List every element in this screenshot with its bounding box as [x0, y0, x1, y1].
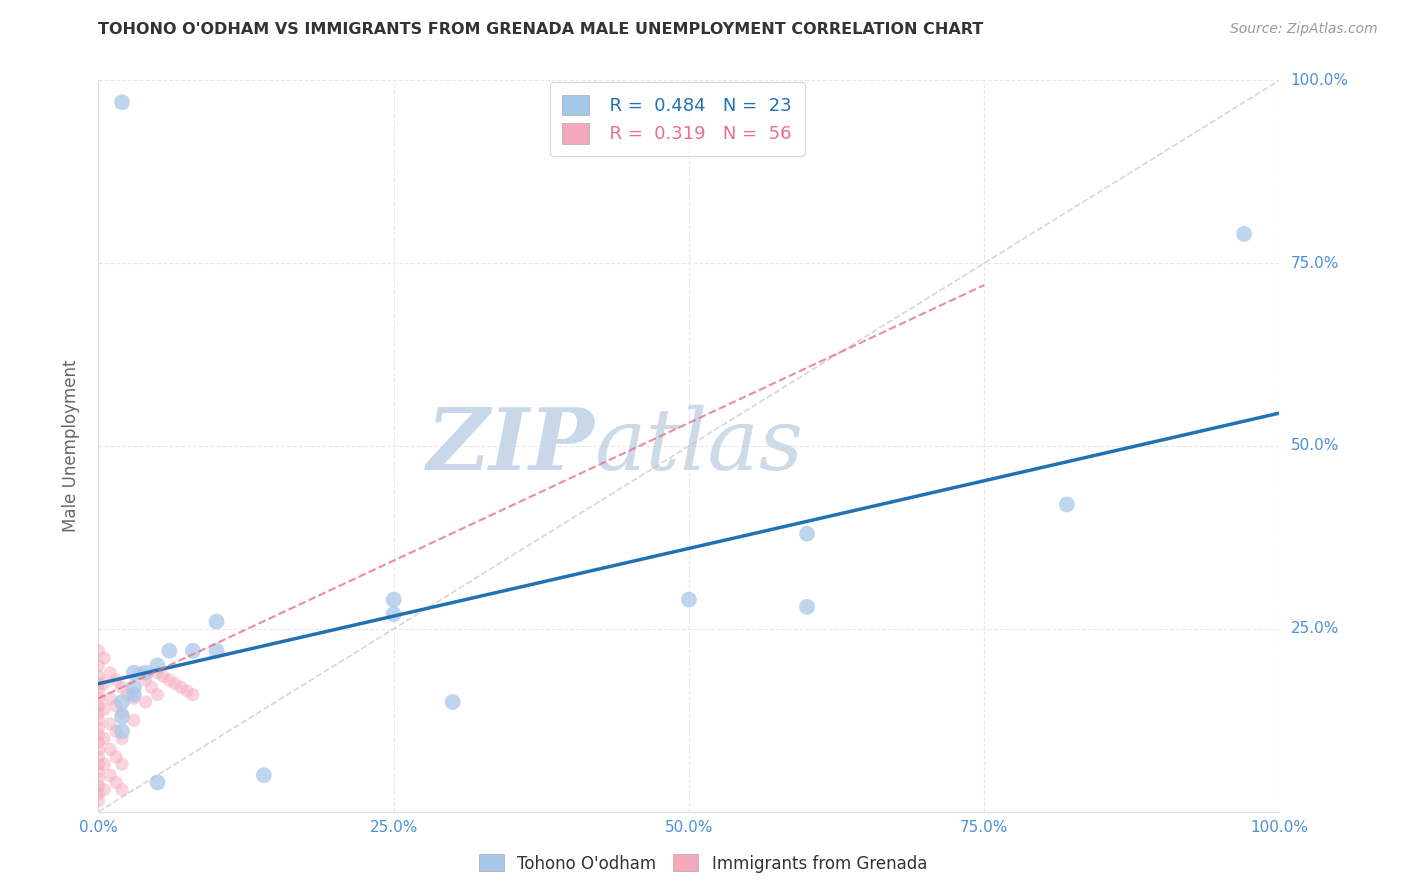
- Point: [122, 714, 145, 728]
- Point: [111, 681, 134, 695]
- Point: [181, 644, 204, 658]
- Point: [98, 665, 121, 680]
- Point: [87, 749, 110, 764]
- Point: [87, 698, 110, 713]
- Point: [87, 669, 110, 683]
- Point: [796, 599, 818, 614]
- Point: [87, 644, 110, 658]
- Point: [382, 607, 405, 622]
- Point: [253, 768, 276, 782]
- Point: [87, 772, 110, 786]
- Point: [205, 615, 228, 629]
- Point: [87, 794, 110, 808]
- Legend: Tohono O'odham, Immigrants from Grenada: Tohono O'odham, Immigrants from Grenada: [472, 847, 934, 880]
- Point: [87, 714, 110, 728]
- Point: [105, 775, 128, 789]
- Point: [87, 764, 110, 779]
- Point: [157, 644, 180, 658]
- Text: Source: ZipAtlas.com: Source: ZipAtlas.com: [1230, 22, 1378, 37]
- Point: [87, 742, 110, 756]
- Text: 50.0%: 50.0%: [1291, 439, 1339, 453]
- Point: [678, 592, 700, 607]
- Text: 75.0%: 75.0%: [1291, 256, 1339, 270]
- Point: [796, 526, 818, 541]
- Point: [165, 676, 187, 690]
- Point: [98, 768, 121, 782]
- Point: [146, 658, 169, 673]
- Point: [87, 735, 110, 749]
- Point: [122, 665, 145, 680]
- Point: [1233, 227, 1256, 241]
- Point: [111, 731, 134, 746]
- Point: [87, 787, 110, 801]
- Point: [111, 782, 134, 797]
- Point: [111, 695, 134, 709]
- Point: [152, 669, 174, 683]
- Point: [98, 742, 121, 756]
- Text: atlas: atlas: [595, 405, 804, 487]
- Point: [135, 665, 157, 680]
- Point: [176, 684, 198, 698]
- Point: [382, 592, 405, 607]
- Text: TOHONO O'ODHAM VS IMMIGRANTS FROM GRENADA MALE UNEMPLOYMENT CORRELATION CHART: TOHONO O'ODHAM VS IMMIGRANTS FROM GRENAD…: [98, 22, 984, 37]
- Point: [105, 698, 128, 713]
- Point: [105, 749, 128, 764]
- Point: [87, 676, 110, 690]
- Point: [87, 721, 110, 735]
- Point: [98, 691, 121, 706]
- Point: [117, 688, 139, 702]
- Point: [122, 681, 145, 695]
- Point: [87, 779, 110, 793]
- Point: [205, 644, 228, 658]
- Point: [87, 706, 110, 720]
- Point: [87, 757, 110, 772]
- Point: [122, 688, 145, 702]
- Text: 25.0%: 25.0%: [1291, 622, 1339, 636]
- Point: [93, 676, 115, 690]
- Point: [93, 782, 115, 797]
- Point: [146, 688, 169, 702]
- Point: [93, 702, 115, 716]
- Point: [128, 665, 150, 680]
- Point: [87, 691, 110, 706]
- Text: 100.0%: 100.0%: [1291, 73, 1348, 87]
- Point: [122, 691, 145, 706]
- Point: [111, 757, 134, 772]
- Point: [111, 706, 134, 720]
- Point: [111, 709, 134, 723]
- Point: [105, 673, 128, 687]
- Point: [141, 681, 163, 695]
- Point: [146, 775, 169, 789]
- Point: [146, 665, 169, 680]
- Y-axis label: Male Unemployment: Male Unemployment: [62, 359, 80, 533]
- Point: [87, 728, 110, 742]
- Legend:   R =  0.484   N =  23,   R =  0.319   N =  56: R = 0.484 N = 23, R = 0.319 N = 56: [550, 82, 804, 156]
- Point: [111, 95, 134, 110]
- Point: [87, 684, 110, 698]
- Point: [135, 695, 157, 709]
- Point: [93, 757, 115, 772]
- Text: ZIP: ZIP: [426, 404, 595, 488]
- Point: [170, 681, 193, 695]
- Point: [181, 688, 204, 702]
- Point: [87, 658, 110, 673]
- Point: [98, 717, 121, 731]
- Point: [93, 651, 115, 665]
- Point: [441, 695, 464, 709]
- Point: [93, 731, 115, 746]
- Point: [105, 724, 128, 739]
- Point: [135, 673, 157, 687]
- Point: [157, 673, 180, 687]
- Point: [1056, 498, 1078, 512]
- Point: [111, 724, 134, 739]
